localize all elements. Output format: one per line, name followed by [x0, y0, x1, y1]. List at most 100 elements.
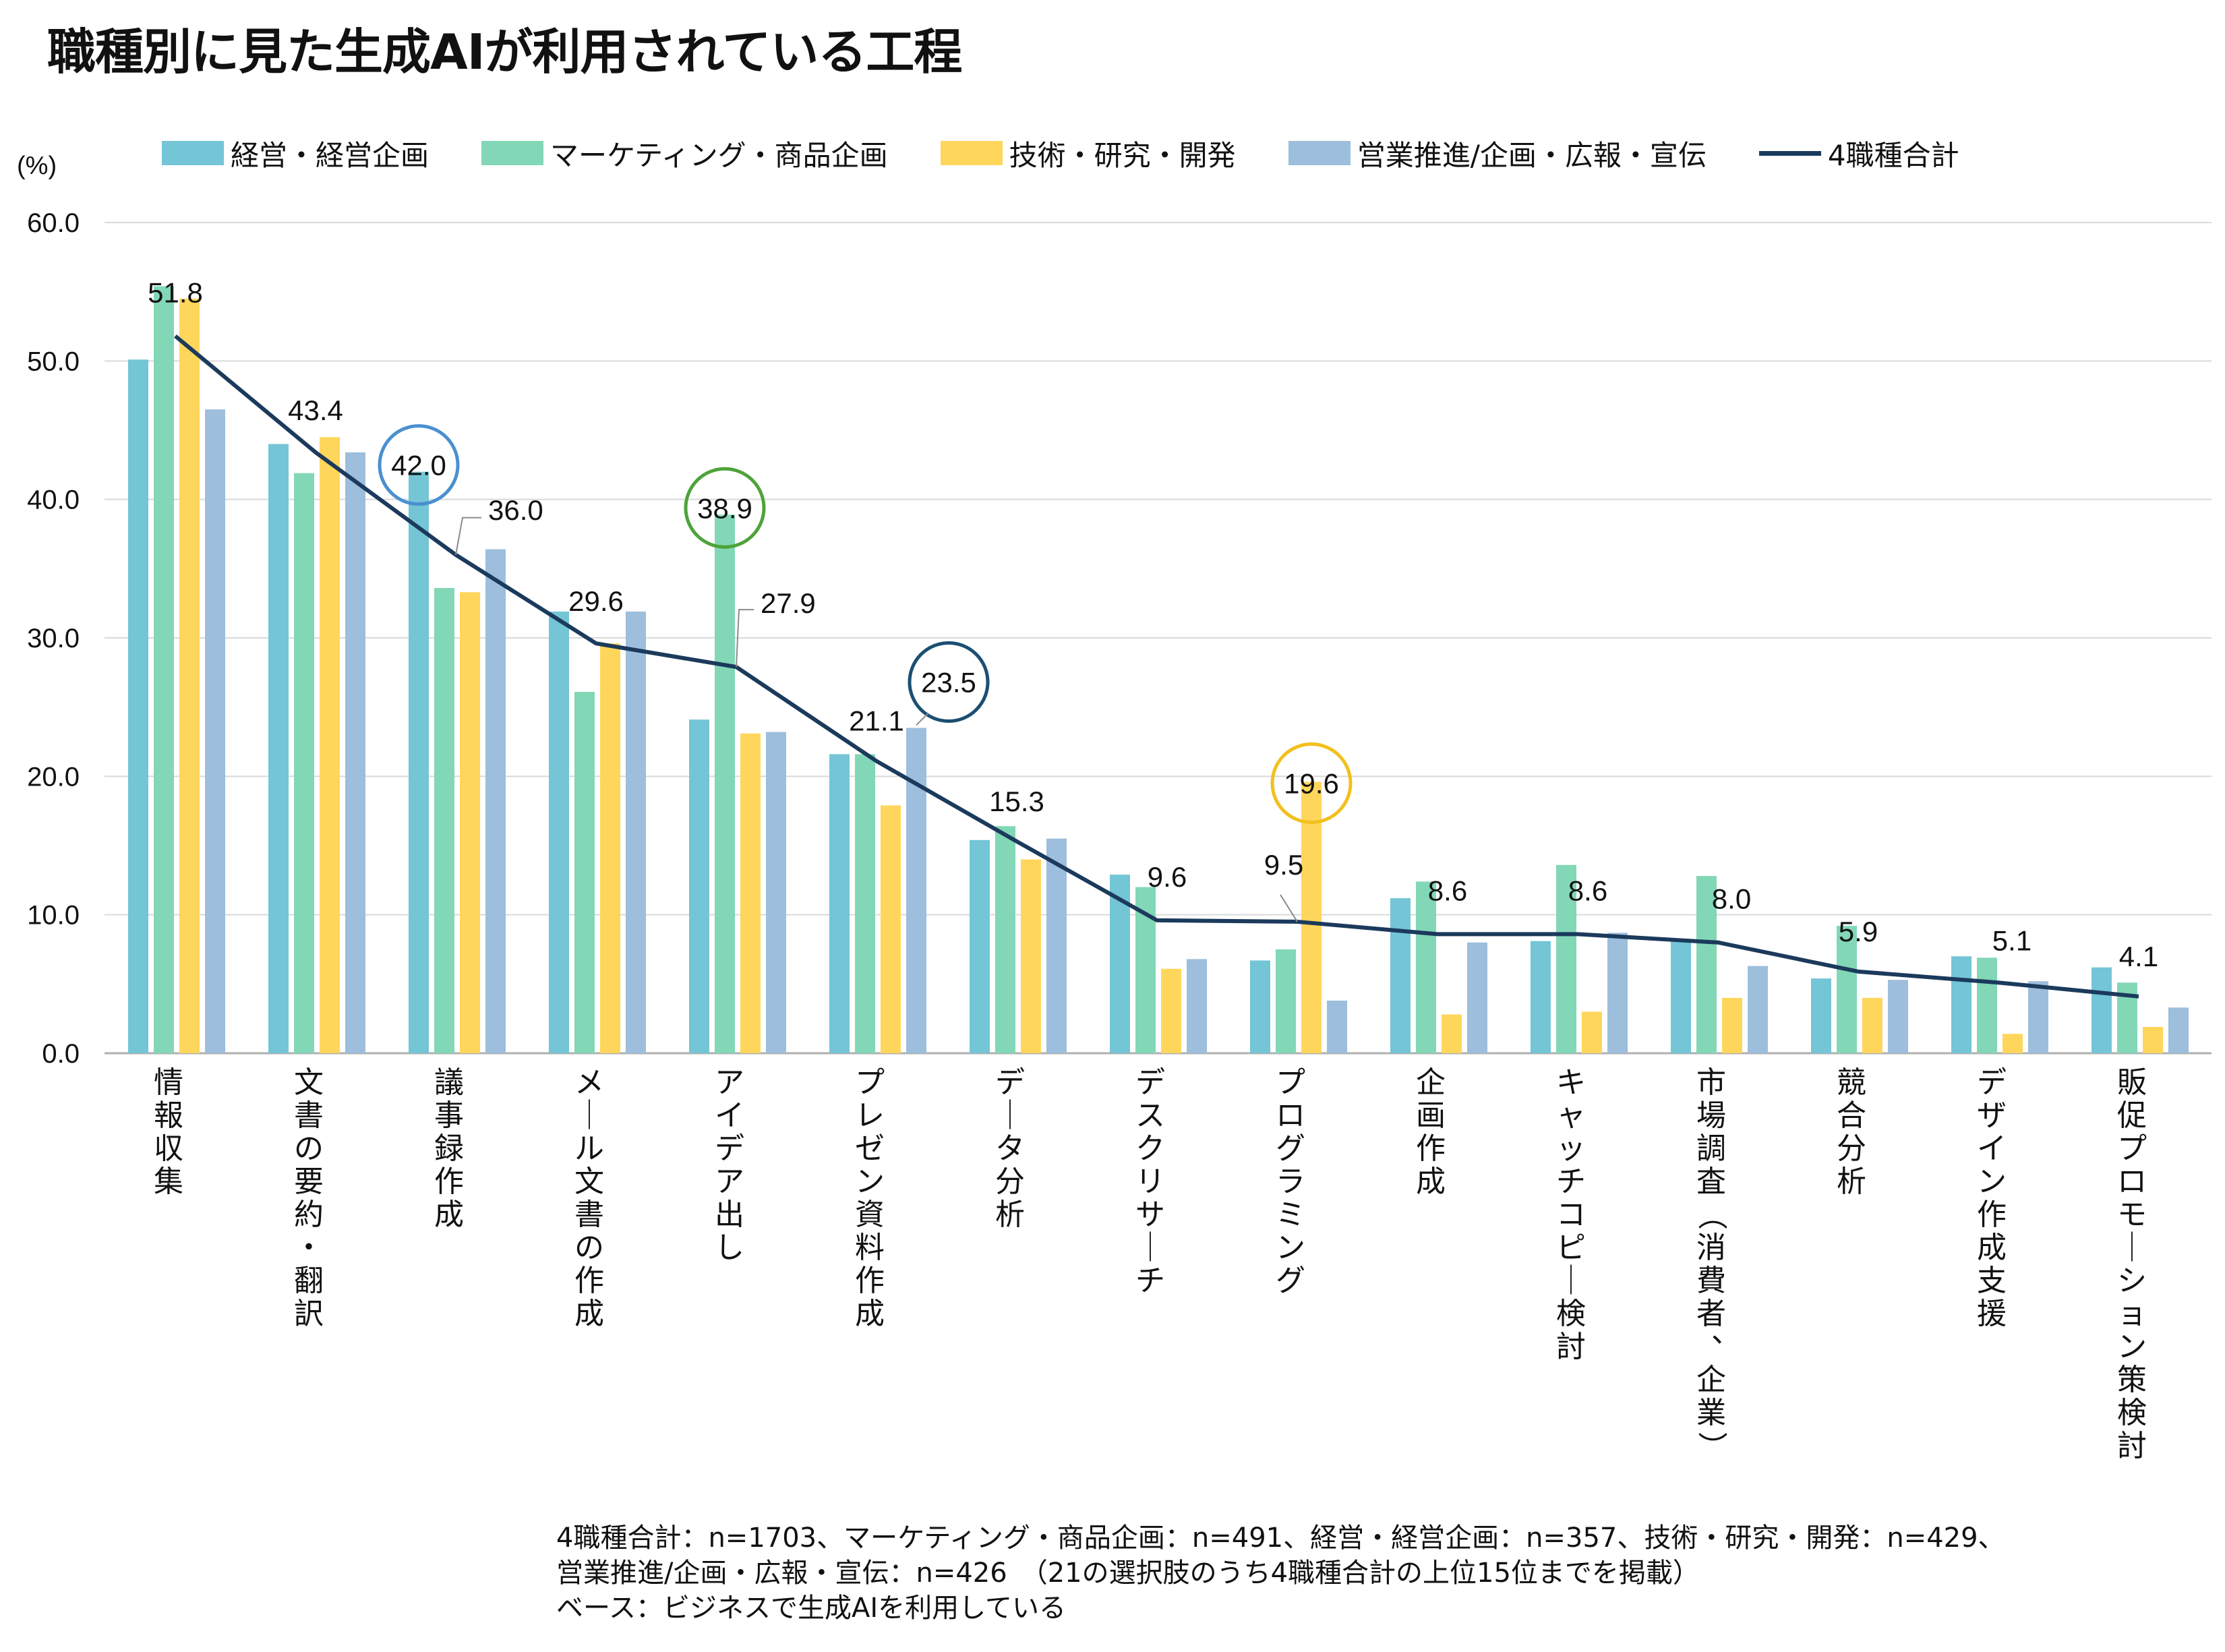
- bar: [549, 611, 569, 1053]
- bar: [1531, 941, 1551, 1053]
- x-tick-label: デ: [1977, 1065, 2007, 1100]
- x-tick-label: ロ: [2117, 1164, 2147, 1199]
- x-tick-label: ｜: [1556, 1264, 1586, 1298]
- footnote-line-1: 4職種合計：n=1703、マーケティング・商品企画：n=491、経営・経営企画：…: [556, 1523, 2005, 1554]
- bar: [179, 298, 200, 1053]
- x-tick-label: 録: [434, 1131, 464, 1166]
- x-tick-label: チ: [1135, 1264, 1165, 1298]
- y-tick-label: 60.0: [27, 208, 80, 238]
- legend: 経営・経営企画 マーケティング・商品企画 技術・研究・開発 営業推進/企画・広報…: [162, 129, 2012, 177]
- x-tick-label: イ: [1977, 1131, 2007, 1166]
- x-tick-label: 競: [1837, 1065, 1866, 1100]
- legend-label-management: 経営・経営企画: [231, 138, 429, 172]
- footnote-line-2: 営業推進/企画・広報・宣伝：n=426 （21の選択肢のうち4職種合計の上位15…: [556, 1558, 1700, 1589]
- x-tick-label: ）: [1694, 1432, 1729, 1461]
- bar: [626, 611, 646, 1053]
- bar: [1416, 881, 1436, 1053]
- x-tick-label: 約: [294, 1198, 324, 1232]
- bar: [970, 839, 990, 1053]
- x-tick-label: 調: [1696, 1131, 1726, 1166]
- footnote-line-3: ベース：ビジネスで生成AIを利用している: [556, 1593, 1066, 1624]
- y-axis-label: (%): [17, 152, 57, 180]
- total-line: [174, 334, 2139, 999]
- x-tick-label: 成: [1416, 1164, 1446, 1199]
- bar: [766, 732, 786, 1053]
- bar-line-chart: 0.0 10.0 20.0 30.0 40.0 50.0 60.0 (%) 51.8 43.4 36…: [17, 152, 2212, 1463]
- bar: [1161, 968, 1181, 1053]
- x-tick-label: シ: [2117, 1264, 2147, 1298]
- x-tick-label: 場: [1696, 1098, 1726, 1133]
- x-tick-label: ン: [1977, 1164, 2007, 1199]
- bar: [1722, 997, 1742, 1053]
- x-tick-label: 報: [154, 1098, 183, 1133]
- x-tick-label: 析: [1837, 1164, 1866, 1199]
- data-label: 27.9: [761, 587, 816, 619]
- bar: [1837, 926, 1857, 1053]
- x-tick-label: 合: [1837, 1098, 1866, 1133]
- bar: [345, 452, 365, 1053]
- legend-item-total: 4職種合計: [1758, 133, 1959, 174]
- x-tick-label: 要: [294, 1164, 324, 1199]
- x-tick-label: 集: [154, 1164, 183, 1199]
- x-tick-label: ｜: [2117, 1231, 2147, 1265]
- x-tick-label: 成: [855, 1297, 885, 1331]
- data-label: 9.5: [1264, 849, 1303, 881]
- highlight-label: 38.9: [697, 492, 752, 524]
- bar: [460, 592, 480, 1053]
- data-label: 15.3: [989, 786, 1044, 817]
- legend-swatch-engineering: [940, 141, 1003, 165]
- x-tick-label: ア: [715, 1065, 744, 1100]
- bar: [1951, 956, 1971, 1053]
- bar: [1556, 864, 1576, 1053]
- x-tick-label: 企: [1416, 1065, 1446, 1100]
- bar: [434, 588, 454, 1053]
- bar: [1607, 933, 1628, 1053]
- x-tick-label: デ: [1135, 1065, 1165, 1100]
- y-tick-label: 10.0: [27, 901, 80, 931]
- bar: [855, 754, 875, 1053]
- data-label: 8.6: [1428, 875, 1467, 906]
- x-tick-label: ラ: [1276, 1164, 1305, 1199]
- x-tick-label: 作: [855, 1264, 885, 1298]
- x-tick-label: ピ: [1556, 1231, 1586, 1265]
- x-tick-label: 事: [434, 1098, 464, 1133]
- legend-line-total: [1758, 150, 1821, 156]
- bar: [1390, 898, 1411, 1053]
- x-tick-label: 消: [1696, 1231, 1726, 1265]
- x-tick-label: ア: [715, 1164, 744, 1199]
- bar: [1748, 966, 1768, 1053]
- bar: [294, 473, 314, 1053]
- bar: [1811, 978, 1831, 1053]
- x-tick-label: 書: [574, 1198, 604, 1232]
- data-label: 9.6: [1148, 861, 1187, 893]
- x-tick-label: 討: [2117, 1429, 2147, 1463]
- x-tick-label: ス: [1135, 1098, 1165, 1133]
- x-tick-label: 業: [1696, 1396, 1726, 1430]
- x-tick-label: 作: [434, 1164, 464, 1199]
- highlight-circle: [1270, 742, 1353, 825]
- legend-swatch-sales: [1288, 141, 1351, 165]
- x-tick-label: ン: [2117, 1330, 2147, 1364]
- bar: [2002, 1034, 2023, 1053]
- bar: [689, 719, 709, 1053]
- data-label: 29.6: [568, 585, 624, 617]
- x-tick-label: キ: [1556, 1065, 1586, 1100]
- data-label: 8.0: [1712, 883, 1751, 915]
- x-tick-label: 分: [1837, 1131, 1866, 1166]
- x-tick-label: 検: [2117, 1396, 2147, 1430]
- x-tick-label: ｜: [1135, 1231, 1165, 1265]
- x-tick-label: ッ: [1556, 1131, 1586, 1166]
- data-label: 5.1: [1992, 924, 2031, 956]
- x-tick-label: イ: [715, 1098, 744, 1133]
- x-tick-label: 市: [1696, 1065, 1726, 1100]
- bar: [1276, 949, 1296, 1053]
- data-label: 51.8: [148, 276, 203, 308]
- bar: [320, 437, 340, 1053]
- legend-item-engineering: 技術・研究・開発: [940, 133, 1236, 174]
- data-label: 43.4: [288, 394, 343, 426]
- x-tick-label: 企: [1696, 1363, 1726, 1397]
- bar: [1442, 1014, 1462, 1053]
- data-label: 4.1: [2119, 941, 2158, 972]
- x-tick-label: 翻: [294, 1264, 324, 1298]
- x-tick-label: 文: [294, 1065, 324, 1100]
